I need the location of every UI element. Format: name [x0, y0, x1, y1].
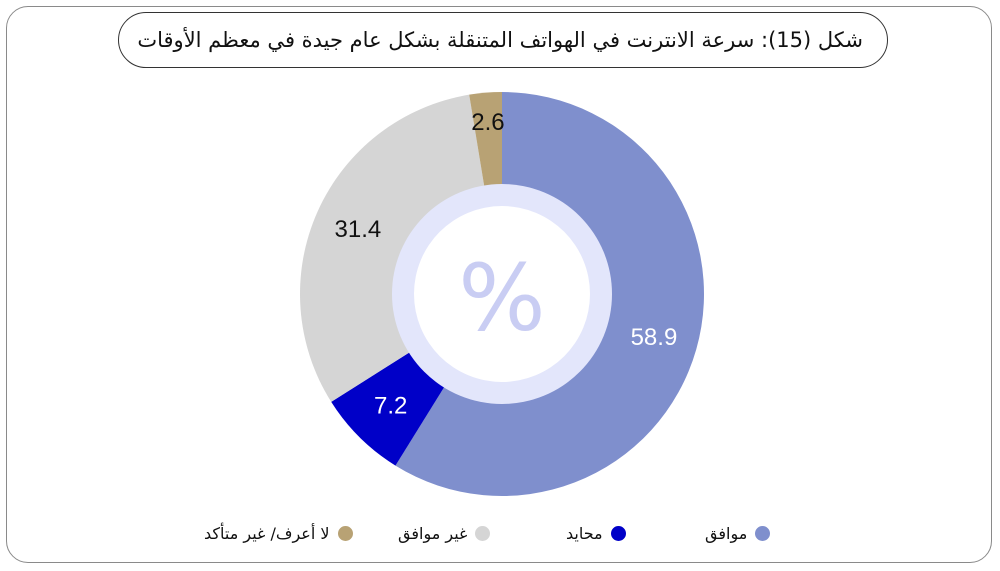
inner-hole	[414, 206, 590, 382]
data-label-neutral: 7.2	[374, 393, 407, 420]
legend-item-disagree: غير موافق	[398, 519, 491, 547]
legend-swatch-disagree	[475, 525, 491, 541]
legend-item-agree: موافق	[705, 519, 771, 547]
legend-swatch-neutral	[610, 525, 626, 541]
percent-symbol: %	[458, 245, 545, 352]
legend-label-dont-know: لا أعرف/ غير متأكد	[204, 523, 330, 543]
legend-label-agree: موافق	[705, 523, 748, 543]
legend-item-neutral: محايد	[566, 519, 626, 547]
chart-frame	[6, 6, 992, 563]
legend: موافق محايد غير موافق لا أعرف/ غير متأكد	[0, 519, 1000, 547]
data-label-dont-know: 2.6	[471, 109, 504, 136]
legend-label-neutral: محايد	[566, 523, 603, 543]
data-label-disagree: 31.4	[335, 216, 382, 243]
data-labels-group: 58.9 7.2 31.4 2.6	[335, 109, 678, 420]
chart-title: شكل (15): سرعة الانترنت في الهواتف المتن…	[137, 28, 863, 52]
legend-label-disagree: غير موافق	[398, 523, 468, 543]
data-label-agree: 58.9	[631, 324, 678, 351]
legend-item-dont-know: لا أعرف/ غير متأكد	[204, 519, 353, 547]
legend-swatch-agree	[755, 525, 771, 541]
title-box: شكل (15): سرعة الانترنت في الهواتف المتن…	[118, 12, 888, 68]
legend-swatch-dont-know	[337, 525, 353, 541]
